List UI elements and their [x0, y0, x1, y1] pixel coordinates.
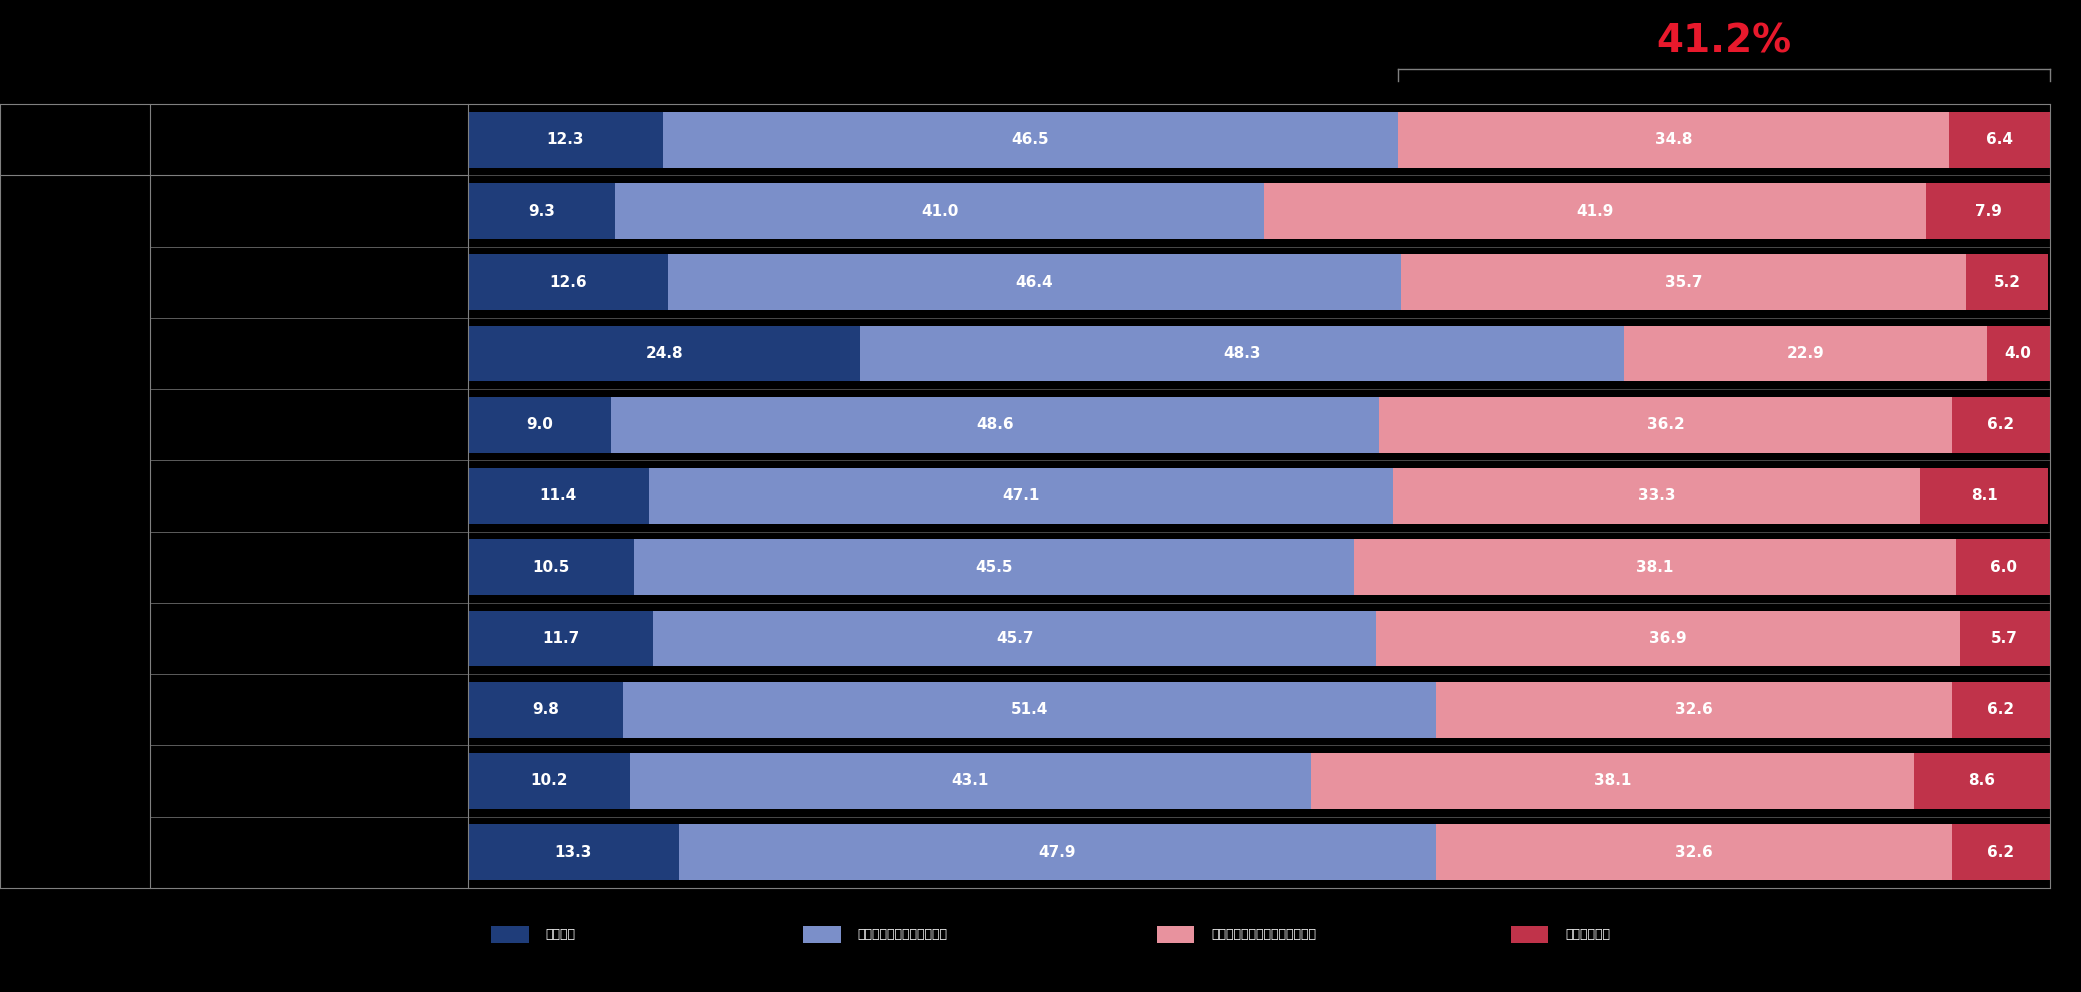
Bar — [468, 540, 635, 595]
Bar — [1952, 682, 2050, 737]
Text: 10.2: 10.2 — [531, 774, 568, 789]
Text: 32.6: 32.6 — [1675, 702, 1713, 717]
Bar — [859, 325, 1625, 381]
Bar — [649, 468, 1394, 524]
Bar — [1956, 540, 2052, 595]
Text: 10.5: 10.5 — [533, 559, 570, 574]
Bar — [1355, 540, 1956, 595]
Bar — [468, 397, 610, 452]
Text: 47.1: 47.1 — [1003, 488, 1040, 504]
Text: 38.1: 38.1 — [1636, 559, 1673, 574]
Bar — [468, 682, 622, 737]
Text: 4.0: 4.0 — [2004, 346, 2031, 361]
Text: 9.0: 9.0 — [526, 418, 554, 433]
Bar — [653, 611, 1376, 667]
Text: 12.6: 12.6 — [549, 275, 587, 290]
Bar — [1915, 753, 2050, 808]
Bar — [1398, 112, 1948, 168]
Bar — [468, 184, 616, 239]
Bar — [1625, 325, 1987, 381]
Bar — [468, 112, 662, 168]
Text: どちらかといえばそう思わない: どちらかといえばそう思わない — [1211, 928, 1315, 941]
Bar — [1263, 184, 1927, 239]
Bar — [631, 753, 1311, 808]
Text: 13.3: 13.3 — [556, 845, 593, 860]
Text: 12.3: 12.3 — [547, 132, 585, 147]
Text: そう思わない: そう思わない — [1565, 928, 1611, 941]
Bar — [1921, 468, 2048, 524]
Bar — [1394, 468, 1921, 524]
Bar — [1436, 682, 1952, 737]
Text: 11.7: 11.7 — [543, 631, 579, 646]
Bar — [468, 753, 631, 808]
Bar — [1436, 824, 1952, 880]
Text: 22.9: 22.9 — [1788, 346, 1825, 361]
Text: 8.1: 8.1 — [1971, 488, 1998, 504]
Bar — [1967, 255, 2048, 310]
Text: 36.2: 36.2 — [1646, 418, 1684, 433]
Text: 11.4: 11.4 — [539, 488, 576, 504]
Bar — [1380, 397, 1952, 452]
Bar — [1376, 611, 1960, 667]
Text: 35.7: 35.7 — [1665, 275, 1702, 290]
Bar — [1952, 824, 2050, 880]
Bar — [668, 255, 1401, 310]
Bar — [468, 468, 649, 524]
Text: 6.2: 6.2 — [1987, 418, 2014, 433]
Text: 8.6: 8.6 — [1969, 774, 1996, 789]
Text: 48.3: 48.3 — [1224, 346, 1261, 361]
Text: 9.8: 9.8 — [533, 702, 560, 717]
Bar — [610, 397, 1380, 452]
Text: 9.3: 9.3 — [529, 203, 556, 218]
Bar — [1952, 397, 2050, 452]
Text: 45.7: 45.7 — [997, 631, 1034, 646]
Text: 5.2: 5.2 — [1994, 275, 2021, 290]
Bar — [616, 184, 1263, 239]
Bar — [468, 611, 653, 667]
Text: 6.2: 6.2 — [1987, 702, 2014, 717]
Bar — [1987, 325, 2050, 381]
Bar — [468, 255, 668, 310]
Text: 6.0: 6.0 — [1989, 559, 2016, 574]
Text: 48.6: 48.6 — [976, 418, 1013, 433]
Text: 46.4: 46.4 — [1016, 275, 1053, 290]
Text: どちらかといえばそう思う: どちらかといえばそう思う — [857, 928, 947, 941]
Bar — [635, 540, 1355, 595]
Text: 24.8: 24.8 — [645, 346, 683, 361]
Text: 41.9: 41.9 — [1577, 203, 1613, 218]
Bar — [678, 824, 1436, 880]
Bar — [622, 682, 1436, 737]
Text: 5.7: 5.7 — [1992, 631, 2019, 646]
Bar — [468, 325, 859, 381]
Bar — [1948, 112, 2050, 168]
Text: 47.9: 47.9 — [1038, 845, 1076, 860]
Text: 36.9: 36.9 — [1648, 631, 1688, 646]
Text: 38.1: 38.1 — [1594, 774, 1632, 789]
Text: 7.9: 7.9 — [1975, 203, 2002, 218]
Text: そう思う: そう思う — [545, 928, 574, 941]
Text: 41.2%: 41.2% — [1656, 23, 1792, 61]
Bar — [662, 112, 1398, 168]
Bar — [1927, 184, 2052, 239]
Bar — [1311, 753, 1915, 808]
Bar — [468, 824, 678, 880]
Bar — [1960, 611, 2050, 667]
Text: 51.4: 51.4 — [1011, 702, 1049, 717]
Text: 34.8: 34.8 — [1654, 132, 1692, 147]
Text: 32.6: 32.6 — [1675, 845, 1713, 860]
Text: 6.4: 6.4 — [1985, 132, 2012, 147]
Text: 45.5: 45.5 — [976, 559, 1013, 574]
Bar — [1401, 255, 1967, 310]
Text: 33.3: 33.3 — [1638, 488, 1675, 504]
Text: 43.1: 43.1 — [951, 774, 988, 789]
Text: 6.2: 6.2 — [1987, 845, 2014, 860]
Text: 41.0: 41.0 — [920, 203, 957, 218]
Text: 46.5: 46.5 — [1011, 132, 1049, 147]
